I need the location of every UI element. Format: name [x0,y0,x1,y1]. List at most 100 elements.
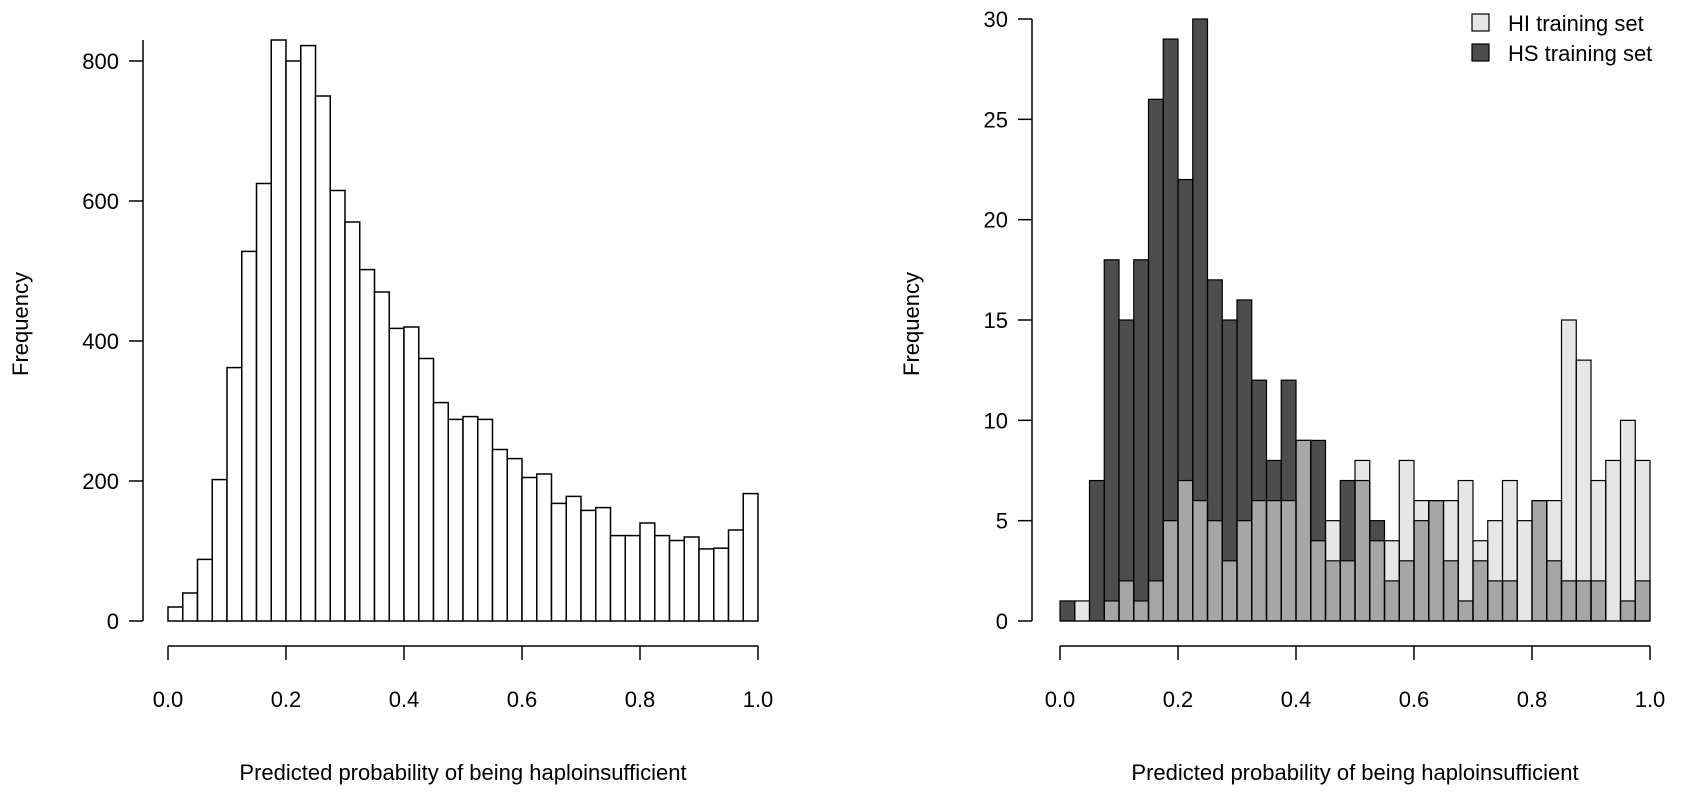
histogram-bar [432,401,449,622]
hi-bar [1074,600,1090,621]
overlap-bar [1576,580,1591,621]
overlap-bar [1133,600,1149,621]
hs-bar [1133,259,1149,621]
y-tick-label: 10 [984,408,1008,433]
overlap-bar [1428,500,1444,621]
histogram-bar [491,448,508,622]
x-tick-label: 0.0 [153,687,184,712]
histogram-bar [241,250,258,622]
overlap-bar [1163,520,1178,621]
histogram-bar [270,39,287,622]
overlap-bar [1148,580,1164,621]
histogram-all-genes: 0 200 400 600 800 0.0 0.2 0.4 0.6 0.8 1.0 Predict… [8,39,773,785]
histogram-bar [211,478,228,622]
overlap-bar [1473,560,1488,621]
overlap-bar [1414,520,1429,621]
histogram-bar [182,592,199,622]
x-tick-label: 0.6 [507,687,538,712]
histogram-bar [285,60,302,622]
overlap-bar [1355,480,1370,621]
histogram-bar [698,548,715,622]
overlap-bar [1546,560,1562,621]
legend-label-hi: HI training set [1508,11,1644,36]
x-ticks: 0.0 0.2 0.4 0.6 0.8 1.0 [153,646,773,712]
x-tick-label: 1.0 [1635,687,1666,712]
hs-bar [1163,39,1178,622]
overlap-bar [1237,520,1252,621]
x-axis-title: Predicted probability of being haploinsu… [1131,760,1578,785]
x-axis-title: Predicted probability of being haploinsu… [239,760,686,785]
hi-bar [1605,460,1621,621]
hs-bar [1119,320,1134,621]
overlap-bar [1207,520,1223,621]
overlap-bar [1443,560,1459,621]
y-axis-title: Frequency [8,272,33,376]
histogram-bar [477,418,494,622]
histogram-bar [713,547,730,622]
overlap-bar [1399,560,1414,621]
y-tick-label: 15 [984,308,1008,333]
hs-bar [1148,99,1164,622]
histogram-bar [668,539,685,622]
histogram-bar [506,457,523,622]
histogram-bar [536,473,553,622]
overlap-bar [1119,580,1134,621]
y-tick-label: 0 [996,609,1008,634]
histogram-bar [683,536,700,622]
histogram-bar [639,522,656,622]
y-tick-label: 200 [82,469,119,494]
y-axis-title: Frequency [899,272,924,376]
histogram-bar [329,189,346,622]
x-ticks: 0.0 0.2 0.4 0.6 0.8 1.0 [1045,646,1666,712]
histogram-bar [226,366,243,622]
histogram-bar [565,495,582,622]
overlap-bar [1561,580,1577,621]
histogram-bar [388,327,405,622]
histogram-bar [344,221,361,622]
hs-bar [1222,320,1237,621]
legend: HI training set HS training set [1471,11,1652,66]
y-tick-label: 0 [107,609,119,634]
histogram-bar [609,534,626,622]
x-tick-label: 0.2 [1163,687,1194,712]
hi-bar [1576,360,1591,621]
histogram-bar [447,418,464,622]
histogram-bar [580,509,597,622]
hi-bar [1517,520,1532,621]
y-tick-label: 20 [984,208,1008,233]
x-tick-label: 0.2 [271,687,302,712]
y-tick-label: 800 [82,49,119,74]
x-tick-label: 0.4 [1281,687,1312,712]
overlap-bar [1310,540,1326,621]
overlap-bar [1266,500,1282,621]
overlap-bar [1340,560,1355,621]
histogram-bar [167,606,184,622]
hs-bar [1104,259,1119,621]
y-tick-label: 600 [82,189,119,214]
y-ticks: 0 5 10 15 20 25 30 [984,7,1032,634]
x-tick-label: 0.6 [1399,687,1430,712]
histogram-bar [418,357,435,622]
overlap-bar [1296,440,1311,621]
hs-bar [1060,600,1075,621]
histogram-bar [624,534,641,622]
overlap-bar [1458,600,1473,621]
overlap-bar [1192,500,1208,621]
x-tick-label: 0.0 [1045,687,1076,712]
y-tick-label: 25 [984,107,1008,132]
overlap-bar [1487,580,1503,621]
bars [1059,18,1651,622]
histogram-bar [255,182,272,622]
overlap-bar [1251,500,1267,621]
histogram-bar [403,326,420,622]
y-tick-label: 5 [996,509,1008,534]
legend-swatch-hs [1471,43,1490,62]
x-tick-label: 0.4 [389,687,420,712]
overlap-bar [1325,560,1341,621]
y-tick-label: 30 [984,7,1008,32]
histogram-bar [462,415,479,622]
histogram-bar [359,268,376,622]
overlap-bar [1591,580,1606,621]
hi-bar [1620,420,1636,621]
